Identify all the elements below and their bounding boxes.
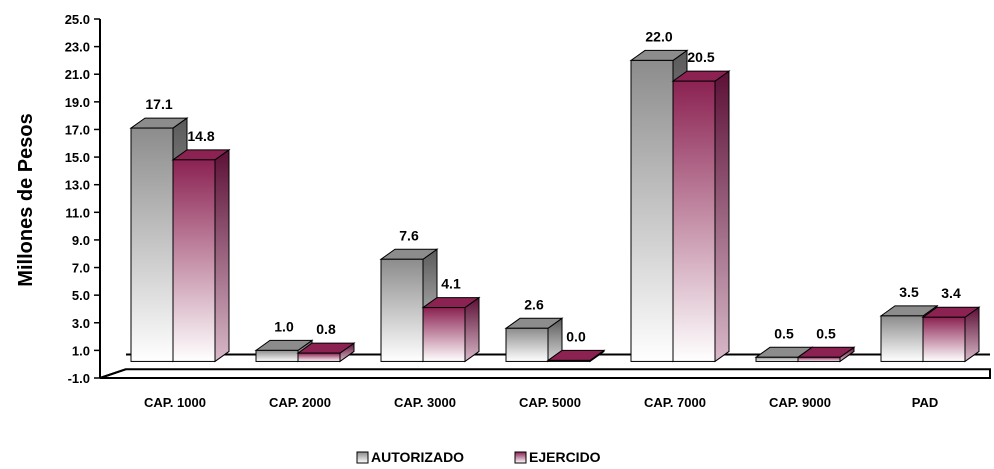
data-label-ejercido-3: 4.1 [441, 276, 461, 292]
category-label: CAP. 5000 [519, 395, 581, 410]
y-tick-label: 9.0 [72, 233, 90, 248]
bar-autorizado-7 [880, 315, 924, 362]
category-label: CAP. 1000 [144, 395, 206, 410]
category-labels: CAP. 1000 CAP. 2000 CAP. 3000 CAP. 5000 CAP.… [144, 395, 938, 410]
data-label-autorizado-6: 0.5 [774, 325, 794, 341]
category-label: CAP. 3000 [394, 395, 456, 410]
category-label: CAP. 9000 [769, 395, 831, 410]
bar-autorizado-5 [630, 59, 674, 362]
y-tick-label: 7.0 [72, 261, 90, 276]
data-label-autorizado-1: 17.1 [145, 96, 172, 112]
y-tick-label: -1.0 [68, 371, 90, 386]
data-label-autorizado-4: 2.6 [524, 296, 544, 312]
legend-swatch-ejercido [514, 451, 527, 464]
data-label-autorizado-2: 1.0 [274, 318, 294, 334]
bar-ejercido-7 [922, 316, 966, 362]
data-label-ejercido-1: 14.8 [187, 128, 214, 144]
bar-ejercido-5-side [714, 70, 730, 363]
data-labels: 17.1 14.8 1.0 0.8 7.6 4.1 2.6 0.0 22.0 20.5 0.5 0.5… [145, 28, 961, 344]
data-label-ejercido-6: 0.5 [816, 325, 836, 341]
legend: AUTORIZADO EJERCIDO [356, 449, 601, 465]
y-tick-label: 23.0 [65, 40, 90, 55]
bar-autorizado-2 [255, 349, 299, 362]
bar-ejercido-4 [547, 359, 591, 362]
y-tick-label: 17.0 [65, 122, 90, 137]
bar-ejercido-1 [172, 159, 216, 362]
data-label-ejercido-7: 3.4 [941, 285, 961, 301]
category-label: CAP. 7000 [644, 395, 706, 410]
bar-ejercido-3 [422, 307, 466, 362]
bars [129, 49, 981, 363]
y-tick-label: 5.0 [72, 288, 90, 303]
y-tick-label: 25.0 [65, 12, 90, 27]
legend-label-ejercido: EJERCIDO [529, 449, 601, 465]
category-label: PAD [912, 395, 938, 410]
data-label-autorizado-7: 3.5 [899, 284, 919, 300]
y-tick-label: 3.0 [72, 316, 90, 331]
bar-ejercido-6 [797, 356, 841, 362]
bar-ejercido-3-side [464, 296, 480, 363]
legend-swatch-autorizado [356, 451, 369, 464]
legend-label-autorizado: AUTORIZADO [371, 449, 464, 465]
data-label-ejercido-2: 0.8 [316, 321, 336, 337]
floor-slab [99, 368, 991, 379]
bar-ejercido-5 [672, 80, 716, 362]
y-tick-label: 21.0 [65, 67, 90, 82]
floor-edge [99, 368, 127, 379]
bar-autorizado-3 [380, 258, 424, 362]
y-tick-label: 15.0 [65, 150, 90, 165]
bar-ejercido-2 [297, 352, 341, 362]
data-label-autorizado-3: 7.6 [399, 227, 419, 243]
data-label-ejercido-5: 20.5 [687, 49, 714, 65]
y-tick-label: 13.0 [65, 178, 90, 193]
y-tick-label: 1.0 [72, 343, 90, 358]
y-axis-title: Millones de Pesos [15, 113, 37, 286]
y-tick-label: 19.0 [65, 95, 90, 110]
y-tick-label: 11.0 [65, 205, 90, 220]
bar-ejercido-1-side [214, 148, 230, 363]
data-label-autorizado-5: 22.0 [645, 28, 672, 44]
bar-autorizado-4 [505, 327, 549, 362]
data-label-ejercido-4: 0.0 [566, 328, 586, 344]
category-label: CAP. 2000 [269, 395, 331, 410]
bar-autorizado-1 [130, 127, 174, 362]
y-axis: 25.0 23.0 21.0 19.0 17.0 15.0 13.0 11.0 9.0 7.0 5.… [65, 12, 101, 386]
bar-autorizado-6 [755, 356, 799, 362]
